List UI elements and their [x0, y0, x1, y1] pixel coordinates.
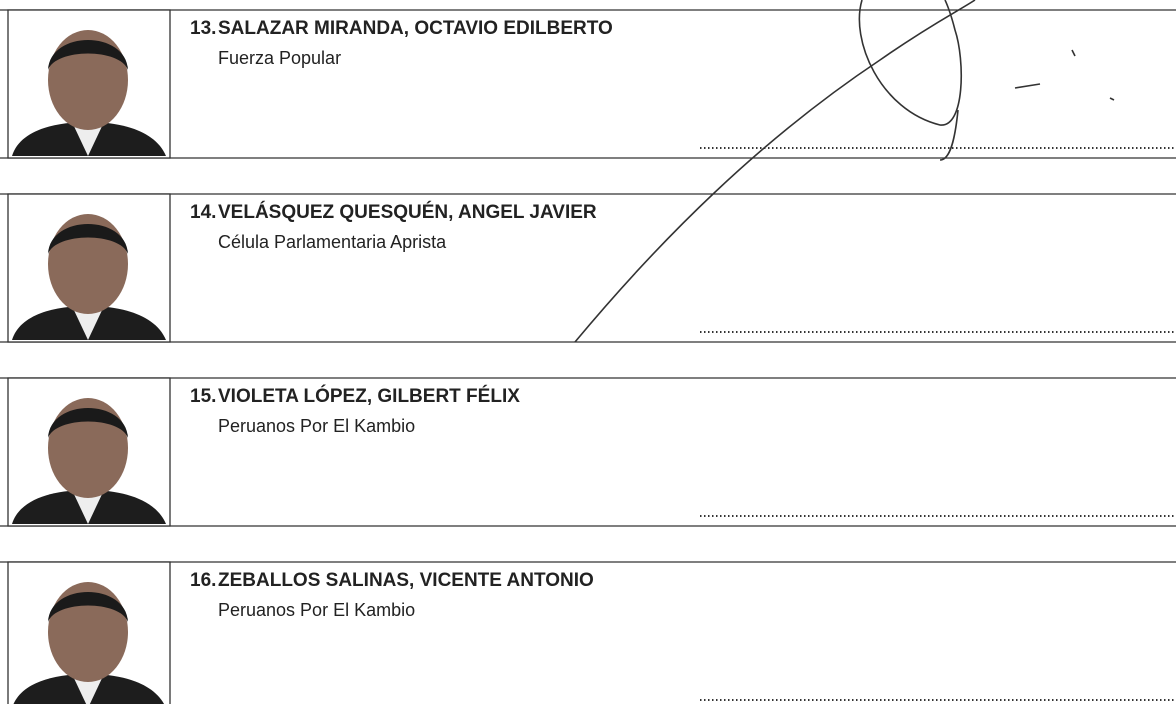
- entry-party: Célula Parlamentaria Aprista: [218, 232, 447, 252]
- entry-party: Peruanos Por El Kambio: [218, 416, 415, 436]
- entry-name: VELÁSQUEZ QUESQUÉN, ANGEL JAVIER: [218, 201, 597, 223]
- entry-number: 16.: [190, 570, 216, 591]
- photo-hair: [48, 224, 128, 254]
- signature: [574, 0, 1115, 343]
- entry-row: 13. SALAZAR MIRANDA, OCTAVIO EDILBERTO Fue…: [0, 9, 1176, 159]
- entry-name: SALAZAR MIRANDA, OCTAVIO EDILBERTO: [218, 18, 613, 39]
- entry-name: VIOLETA LÓPEZ, GILBERT FÉLIX: [218, 385, 520, 407]
- entry-number: 13.: [190, 18, 216, 39]
- entry-row: 14. VELÁSQUEZ QUESQUÉN, ANGEL JAVIER Célul…: [0, 193, 1176, 343]
- photo-hair: [48, 408, 128, 438]
- entry-party: Peruanos Por El Kambio: [218, 600, 415, 620]
- photo-hair: [48, 40, 128, 70]
- entry-name: ZEBALLOS SALINAS, VICENTE ANTONIO: [218, 570, 594, 591]
- photo-shirt: [72, 122, 104, 156]
- photo-shirt: [72, 306, 104, 340]
- entry-row: 15. VIOLETA LÓPEZ, GILBERT FÉLIX Peruanos …: [0, 377, 1176, 527]
- entry-party: Fuerza Popular: [218, 48, 341, 68]
- photo-shirt: [72, 490, 104, 524]
- photo-shirt: [72, 674, 104, 708]
- entry-number: 15.: [190, 386, 216, 407]
- photo-hair: [48, 592, 128, 622]
- entry-number: 14.: [190, 202, 216, 223]
- entry-row: 16. ZEBALLOS SALINAS, VICENTE ANTONIO Peru…: [0, 561, 1176, 709]
